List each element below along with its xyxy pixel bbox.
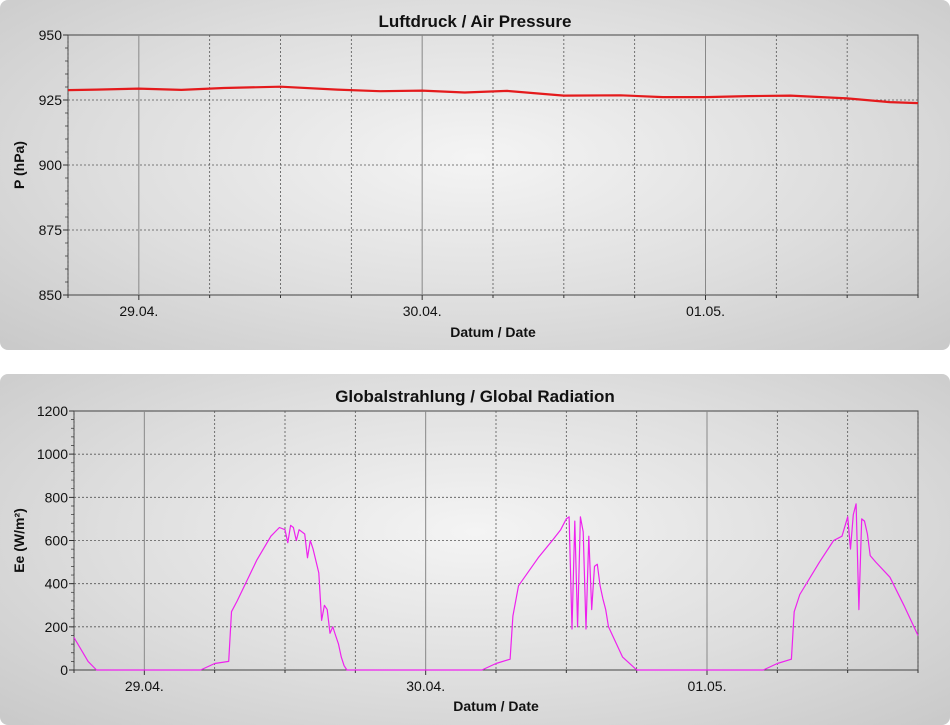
air-pressure-panel: 850 875 900 925 950 29.04. 30.04. 01.05. Luftdru…	[0, 0, 950, 350]
data-series-line	[67, 85, 919, 105]
y-tick-label: 950	[39, 27, 63, 43]
x-tick-label: 30.04.	[403, 303, 442, 319]
global-radiation-chart: 0 200 400 600 800 1000 1200 29.04. 30.04. 01.05. G…	[11, 387, 919, 714]
y-tick-label: 900	[39, 157, 63, 173]
y-tick-label: 925	[39, 92, 63, 108]
y-tick-label: 800	[45, 489, 69, 505]
y-tick-label: 200	[45, 619, 69, 635]
y-tick-label: 850	[39, 287, 63, 303]
x-tick-label: 01.05.	[686, 303, 725, 319]
y-tick-label: 0	[60, 662, 68, 678]
x-tick-label: 29.04.	[125, 678, 164, 694]
x-tick-label: 30.04.	[406, 678, 445, 694]
chart-title: Globalstrahlung / Global Radiation	[335, 387, 615, 406]
y-axis-label: Ee (W/m²)	[11, 508, 27, 573]
y-tick-label: 600	[45, 533, 69, 549]
y-tick-label: 1000	[37, 446, 68, 462]
y-tick-label: 1200	[37, 403, 68, 419]
x-axis-label: Datum / Date	[453, 698, 539, 714]
y-tick-label: 400	[45, 576, 69, 592]
y-tick-label: 875	[39, 222, 63, 238]
x-axis-label: Datum / Date	[450, 324, 536, 340]
chart-title: Luftdruck / Air Pressure	[378, 12, 571, 31]
data-series-line	[73, 503, 919, 671]
global-radiation-panel: 0 200 400 600 800 1000 1200 29.04. 30.04. 01.05. G…	[0, 374, 950, 725]
x-tick-label: 29.04.	[119, 303, 158, 319]
x-tick-label: 01.05.	[688, 678, 727, 694]
y-axis-label: P (hPa)	[11, 141, 27, 189]
air-pressure-chart: 850 875 900 925 950 29.04. 30.04. 01.05. Luftdru…	[11, 12, 919, 340]
